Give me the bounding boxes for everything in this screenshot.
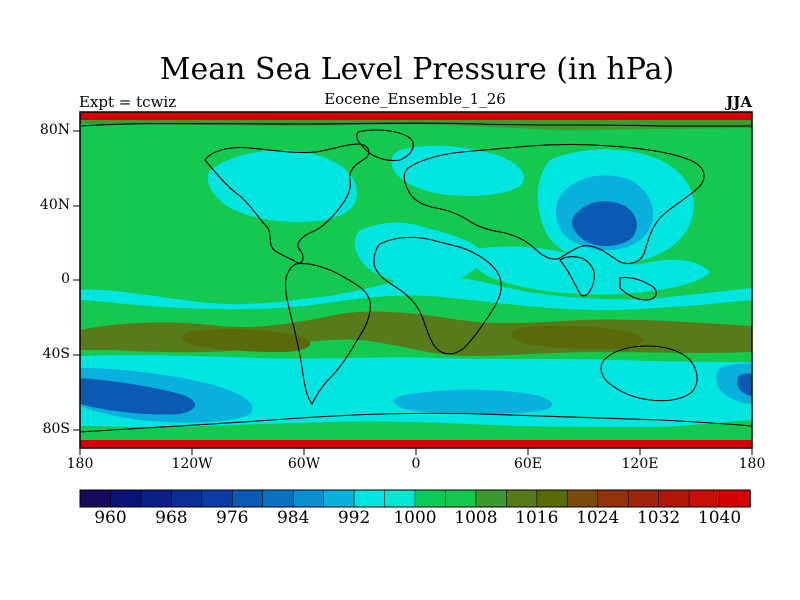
colorbar-tick-label: 992 xyxy=(337,508,371,528)
lat-label-0: 0 xyxy=(61,271,70,287)
lon-label-180e: 180 xyxy=(738,456,766,472)
africa-indian-low xyxy=(470,246,710,295)
antarctic-band xyxy=(80,421,752,440)
colorbar-tick-label: 976 xyxy=(216,508,249,528)
lat-label-80s: 80S xyxy=(42,421,70,437)
lon-label-60e: 60E xyxy=(513,456,543,472)
arctic-coast xyxy=(80,122,752,127)
colorbar-tick-label: 1016 xyxy=(515,508,559,528)
africa-coast xyxy=(373,236,502,355)
eurasia-coast xyxy=(403,143,705,265)
eq-atlantic-low xyxy=(354,222,483,286)
colorbar-tick-label: 984 xyxy=(276,508,310,528)
colorbar-tick-label: 1008 xyxy=(454,508,498,528)
colorbar-swatch xyxy=(384,489,416,508)
chart-title: Mean Sea Level Pressure (in hPa) xyxy=(159,52,675,87)
tropical-low xyxy=(80,276,752,310)
colorbar-swatch xyxy=(597,489,629,508)
colorbar-tick-label: 1024 xyxy=(576,508,620,528)
colorbar-swatch xyxy=(110,489,142,508)
colorbar-tick-label: 968 xyxy=(155,508,188,528)
colorbar-swatch xyxy=(719,489,751,508)
southern-high-core-east xyxy=(511,325,644,349)
southeast-asia-islands xyxy=(619,276,657,301)
colorbar-tick-label: 1040 xyxy=(697,508,742,528)
lon-label-0: 0 xyxy=(411,456,421,472)
lon-label-60w: 60W xyxy=(287,456,321,472)
southern-ocean-low-far-east xyxy=(716,363,752,404)
south-america-coast xyxy=(284,263,371,406)
north-america-coast xyxy=(204,143,370,264)
lat-label-40n: 40N xyxy=(39,197,70,213)
lat-label-80n: 80N xyxy=(39,122,70,138)
colorbar-swatch xyxy=(566,489,599,508)
south-polar-high xyxy=(80,440,752,448)
colorbar-swatch xyxy=(688,489,721,508)
colorbar-tick-label: 1032 xyxy=(636,508,681,528)
ensemble-label: Eocene_Ensemble_1_26 xyxy=(324,90,506,108)
colorbar-swatch xyxy=(658,489,690,508)
colorbar-swatch xyxy=(231,489,264,508)
southern-ocean-low-core xyxy=(80,378,195,415)
lon-label-180w: 180 xyxy=(66,456,94,472)
colorbar-swatch xyxy=(445,489,477,508)
australia-coast xyxy=(600,345,698,402)
pressure-field xyxy=(80,112,752,448)
coastlines xyxy=(80,122,752,433)
southern-high-core-west xyxy=(182,329,311,352)
colorbar-swatch xyxy=(79,489,112,508)
north-pacific-low xyxy=(207,150,357,222)
north-atlantic-low xyxy=(391,145,524,196)
southern-ocean-low-east xyxy=(394,389,553,415)
greenland-coast xyxy=(356,129,414,162)
colorbar-swatch xyxy=(536,489,569,508)
colorbar-swatch xyxy=(414,489,447,508)
arctic-band xyxy=(80,120,752,130)
experiment-label: Expt = tcwiz xyxy=(79,93,177,111)
colorbar-swatch xyxy=(353,489,386,508)
colorbar-swatch xyxy=(262,489,294,508)
lat-label-40s: 40S xyxy=(42,346,70,362)
colorbar-frame xyxy=(79,489,751,508)
colorbar-swatch xyxy=(627,489,660,508)
colorbar-swatch xyxy=(201,489,234,508)
lon-label-120e: 120E xyxy=(621,456,659,472)
colorbar-swatch xyxy=(475,489,508,508)
north-polar-high xyxy=(80,112,752,120)
axis-ticks xyxy=(73,130,753,455)
colorbar-tick-label: 960 xyxy=(94,508,127,528)
antarctica-coast xyxy=(80,412,752,433)
colorbar-swatch xyxy=(292,489,325,508)
india-coast xyxy=(559,256,595,297)
colorbar-swatch xyxy=(506,489,538,508)
colorbar xyxy=(79,489,751,508)
colorbar-swatch xyxy=(140,489,173,508)
colorbar-swatch xyxy=(323,489,355,508)
colorbar-swatch xyxy=(171,489,203,508)
asian-low-core xyxy=(572,201,637,246)
colorbar-tick-label: 1000 xyxy=(393,508,437,528)
lon-label-120w: 120W xyxy=(171,456,213,472)
season-label: JJA xyxy=(726,93,752,111)
southern-ocean-core-far-east xyxy=(737,373,752,396)
